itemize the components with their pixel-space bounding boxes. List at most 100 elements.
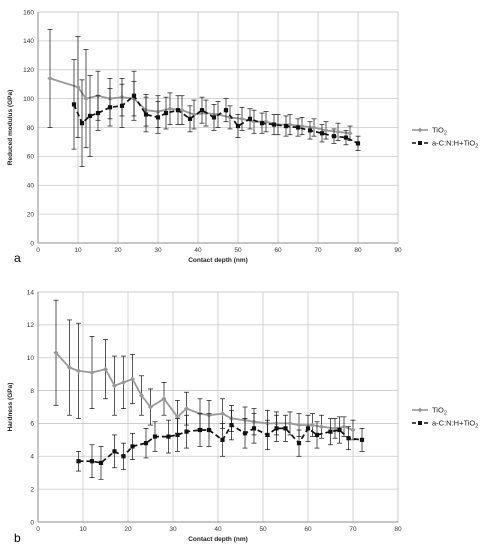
data-point xyxy=(259,121,265,126)
legend-label: a-C:N:H+TiO2 xyxy=(432,419,478,430)
x-tick-label: 40 xyxy=(214,526,222,533)
data-point xyxy=(163,110,169,116)
legend-label: a-C:N:H+TiO2 xyxy=(432,139,478,150)
y-axis-label: Hardness (GPa) xyxy=(7,383,14,432)
y-axis-label: Reduced modulus (GPa) xyxy=(7,90,14,165)
data-point xyxy=(66,364,73,371)
data-point xyxy=(53,350,59,356)
data-point xyxy=(296,441,302,446)
y-tick-label: 6 xyxy=(30,421,34,428)
y-tick-label: 0 xyxy=(30,240,34,247)
data-point xyxy=(87,113,93,119)
x-tick-label: 70 xyxy=(349,526,357,533)
y-tick-label: 140 xyxy=(23,38,34,45)
data-point xyxy=(219,410,226,417)
series-tio2 xyxy=(53,299,356,441)
data-point xyxy=(311,124,317,131)
data-point xyxy=(152,434,158,439)
data-point xyxy=(138,392,145,399)
y-tick-label: 10 xyxy=(27,355,35,362)
legend-label-text: TiO xyxy=(432,126,444,135)
data-point xyxy=(187,116,193,121)
data-point xyxy=(307,128,313,133)
data-point xyxy=(75,84,81,90)
data-point xyxy=(112,449,117,454)
data-point xyxy=(121,454,126,459)
data-point xyxy=(47,75,53,82)
data-point xyxy=(295,125,301,130)
series-acnh-tio2 xyxy=(71,59,361,167)
data-point xyxy=(76,459,81,464)
data-point xyxy=(98,460,104,465)
legend-marker xyxy=(417,407,423,413)
x-tick-label: 50 xyxy=(259,526,267,533)
data-point xyxy=(319,131,325,136)
data-point xyxy=(197,427,203,433)
y-tick-label: 100 xyxy=(23,96,34,103)
y-tick-label: 20 xyxy=(27,211,35,218)
data-point xyxy=(147,404,154,410)
data-point xyxy=(323,127,329,133)
data-point xyxy=(129,376,136,382)
legend-label-subscript: 2 xyxy=(444,411,447,417)
data-point xyxy=(89,459,95,464)
data-point xyxy=(167,106,173,112)
data-point xyxy=(274,426,279,431)
data-point xyxy=(331,134,337,139)
data-point xyxy=(119,103,125,108)
data-point xyxy=(318,424,325,430)
data-point xyxy=(305,426,311,431)
x-tick-label: 60 xyxy=(304,526,312,533)
y-tick-label: 14 xyxy=(27,289,35,296)
panel-b-letter: b xyxy=(14,531,21,545)
data-point xyxy=(161,396,167,402)
x-tick-label: 0 xyxy=(36,526,40,533)
legend-label-text: TiO xyxy=(432,406,444,415)
y-tick-label: 40 xyxy=(27,183,35,190)
data-point xyxy=(95,110,101,116)
data-point xyxy=(191,111,197,118)
data-point xyxy=(143,112,149,117)
data-point xyxy=(155,115,161,120)
panel-b-chart: b 0 10 20 30 40 50 60 70 80 0 2 4 6 8 10 12 14 Contact de… xyxy=(7,289,478,545)
data-point xyxy=(347,130,353,136)
data-point xyxy=(79,121,85,126)
data-point xyxy=(265,432,270,438)
data-point xyxy=(111,383,118,389)
y-tick-label: 4 xyxy=(30,454,34,461)
legend-label-subscript: 2 xyxy=(475,144,478,150)
data-point xyxy=(287,420,293,427)
x-tick-label: 90 xyxy=(394,247,402,254)
x-tick-label: 20 xyxy=(124,526,132,533)
data-point xyxy=(235,123,241,129)
y-tick-label: 160 xyxy=(23,9,34,16)
data-point xyxy=(283,426,288,431)
y-tick-label: 120 xyxy=(23,67,34,74)
x-tick-label: 40 xyxy=(194,247,202,254)
data-point xyxy=(229,422,234,428)
legend-label-text: a-C:N:H+TiO xyxy=(432,419,475,428)
data-point xyxy=(350,427,356,433)
data-point xyxy=(174,414,181,420)
x-tick-label: 0 xyxy=(36,247,40,254)
data-point xyxy=(107,105,113,110)
data-point xyxy=(346,436,351,441)
data-point xyxy=(131,93,137,98)
data-point xyxy=(175,432,180,438)
x-tick-label: 60 xyxy=(274,247,282,254)
legend-label: TiO2 xyxy=(432,126,447,137)
legend-marker xyxy=(417,127,423,133)
data-point xyxy=(183,406,190,412)
x-tick-label: 30 xyxy=(169,526,177,533)
x-tick-label: 10 xyxy=(74,247,82,254)
data-point xyxy=(83,96,89,102)
legend-label-text: a-C:N:H+TiO xyxy=(432,139,475,148)
data-point xyxy=(251,426,257,431)
data-point xyxy=(332,425,338,431)
x-tick-label: 80 xyxy=(354,247,362,254)
data-point xyxy=(166,434,171,439)
data-point xyxy=(337,427,342,433)
data-point xyxy=(296,422,302,428)
data-point xyxy=(242,431,248,436)
